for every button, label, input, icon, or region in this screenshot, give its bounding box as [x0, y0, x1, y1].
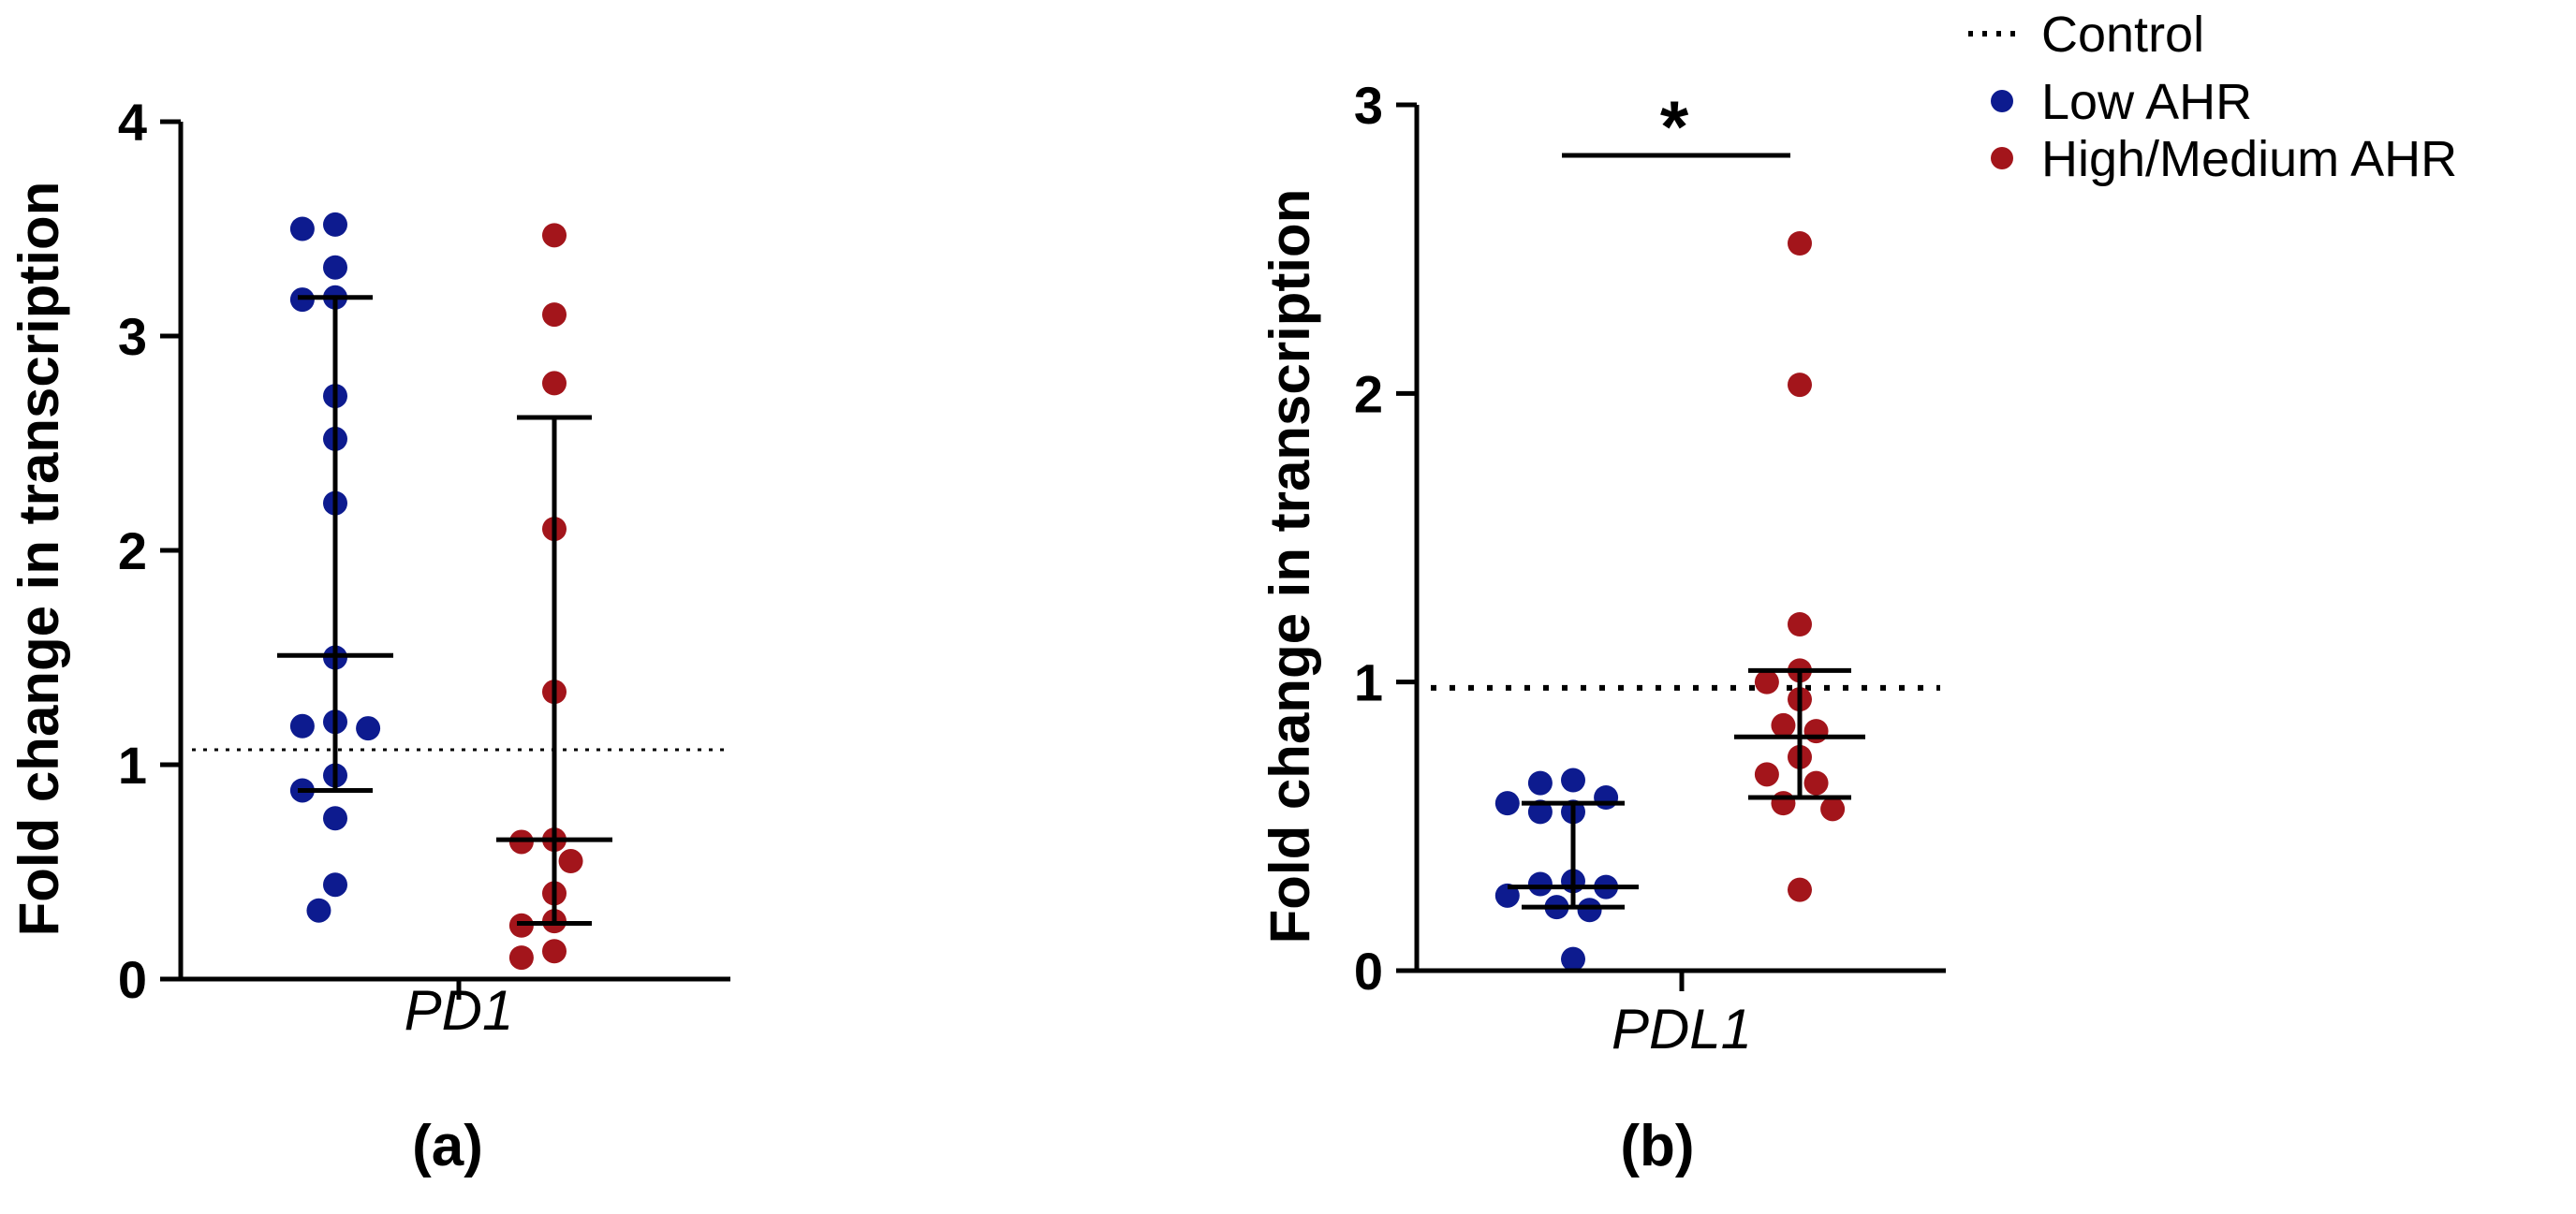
legend-low-label: Low AHR	[2041, 74, 2252, 130]
panel-b-point-low	[1577, 898, 1602, 923]
panel-b-point-high	[1754, 669, 1779, 695]
panel-b-point-high	[1788, 612, 1812, 636]
panel-a-point-low	[289, 713, 315, 739]
legend-low-swatch	[1991, 90, 2013, 112]
legend: Control Low AHR High/Medium AHR	[1968, 7, 2457, 187]
panel-b-point-high	[1788, 877, 1812, 902]
panel-b-ytick-label: 2	[1354, 364, 1383, 423]
panel-a: Fold change in transcription 0 1 2 3 4 PD1 (…	[7, 93, 730, 1178]
panel-a-point-high	[508, 945, 534, 971]
panel-a-point-low	[306, 898, 331, 923]
panel-a-point-low	[323, 806, 347, 831]
legend-high-label: High/Medium AHR	[2041, 131, 2457, 187]
panel-a-ytick-label: 4	[118, 93, 147, 152]
panel-a-point-low	[323, 255, 347, 280]
panel-b-point-low	[1527, 770, 1553, 796]
panel-b-point-low	[1561, 768, 1585, 793]
panel-a-point-high	[542, 371, 567, 396]
panel-a-point-high	[542, 223, 567, 248]
panel-b-point-low	[1494, 883, 1520, 908]
panel-b-ytick-label: 0	[1354, 942, 1383, 1001]
panel-a-marks	[277, 212, 612, 971]
panel-b-point-high	[1803, 770, 1829, 796]
panel-b-point-high	[1771, 791, 1796, 816]
panel-b-label: (b)	[1620, 1114, 1694, 1178]
panel-b-point-low	[1527, 871, 1553, 897]
panel-b-point-low	[1494, 791, 1520, 816]
panel-a-point-low	[323, 872, 347, 898]
panel-b-point-low	[1527, 799, 1553, 825]
panel-b-ytick-label: 3	[1354, 76, 1383, 135]
panel-b-xlabel: PDL1	[1612, 998, 1752, 1060]
panel-a-ylabel: Fold change in transcription	[7, 182, 70, 937]
panel-b-point-high	[1820, 797, 1846, 822]
panel-a-xaxis	[181, 976, 730, 1000]
panel-a-point-low	[289, 216, 315, 241]
panel-b-point-high	[1771, 712, 1796, 738]
legend-control-label: Control	[2041, 7, 2204, 63]
panel-a-point-low	[323, 212, 347, 237]
panel-b-point-low	[1594, 785, 1619, 810]
panel-b-point-high	[1803, 719, 1829, 744]
panel-b-ylabel: Fold change in transcription	[1259, 189, 1321, 944]
panel-a-ytick-label: 2	[118, 521, 147, 580]
panel-a-yaxis: 0 1 2 3 4	[118, 93, 184, 1009]
legend-high-swatch	[1991, 147, 2013, 169]
panel-b-xaxis	[1417, 968, 1946, 991]
panel-b-point-high	[1754, 762, 1779, 787]
panel-a-point-high	[542, 302, 567, 328]
panel-a-point-low	[356, 716, 381, 741]
panel-a-ytick-label: 3	[118, 307, 147, 366]
panel-a-ytick-label: 0	[118, 950, 147, 1009]
panel-b-point-low	[1561, 946, 1585, 972]
panel-a-ytick-label: 1	[118, 736, 147, 795]
panel-b-yaxis: 0 1 2 3	[1354, 76, 1420, 1001]
panel-a-point-high	[558, 849, 583, 874]
panel-b-marks	[1494, 231, 1865, 972]
panel-a-point-high	[542, 939, 567, 964]
panel-b-point-high	[1788, 231, 1812, 256]
panel-a-label: (a)	[412, 1114, 483, 1178]
panel-b: Fold change in transcription 0 1 2 3 PDL1 (…	[1259, 76, 1946, 1178]
panel-a-xlabel: PD1	[405, 979, 514, 1042]
panel-b-ytick-label: 1	[1354, 653, 1383, 712]
panel-b-point-high	[1788, 373, 1812, 398]
